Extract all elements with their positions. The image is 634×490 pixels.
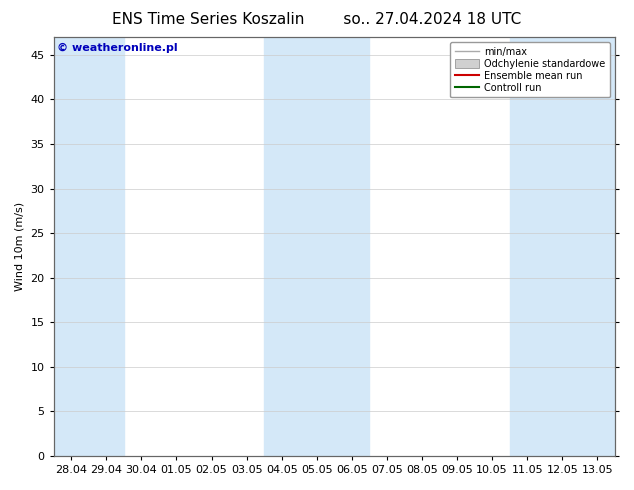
Text: © weatheronline.pl: © weatheronline.pl <box>56 43 177 53</box>
Legend: min/max, Odchylenie standardowe, Ensemble mean run, Controll run: min/max, Odchylenie standardowe, Ensembl… <box>450 42 610 98</box>
Bar <box>264 37 370 456</box>
Bar <box>510 37 615 456</box>
Bar <box>54 37 124 456</box>
Text: ENS Time Series Koszalin        so.. 27.04.2024 18 UTC: ENS Time Series Koszalin so.. 27.04.2024… <box>112 12 522 27</box>
Y-axis label: Wind 10m (m/s): Wind 10m (m/s) <box>15 202 25 291</box>
